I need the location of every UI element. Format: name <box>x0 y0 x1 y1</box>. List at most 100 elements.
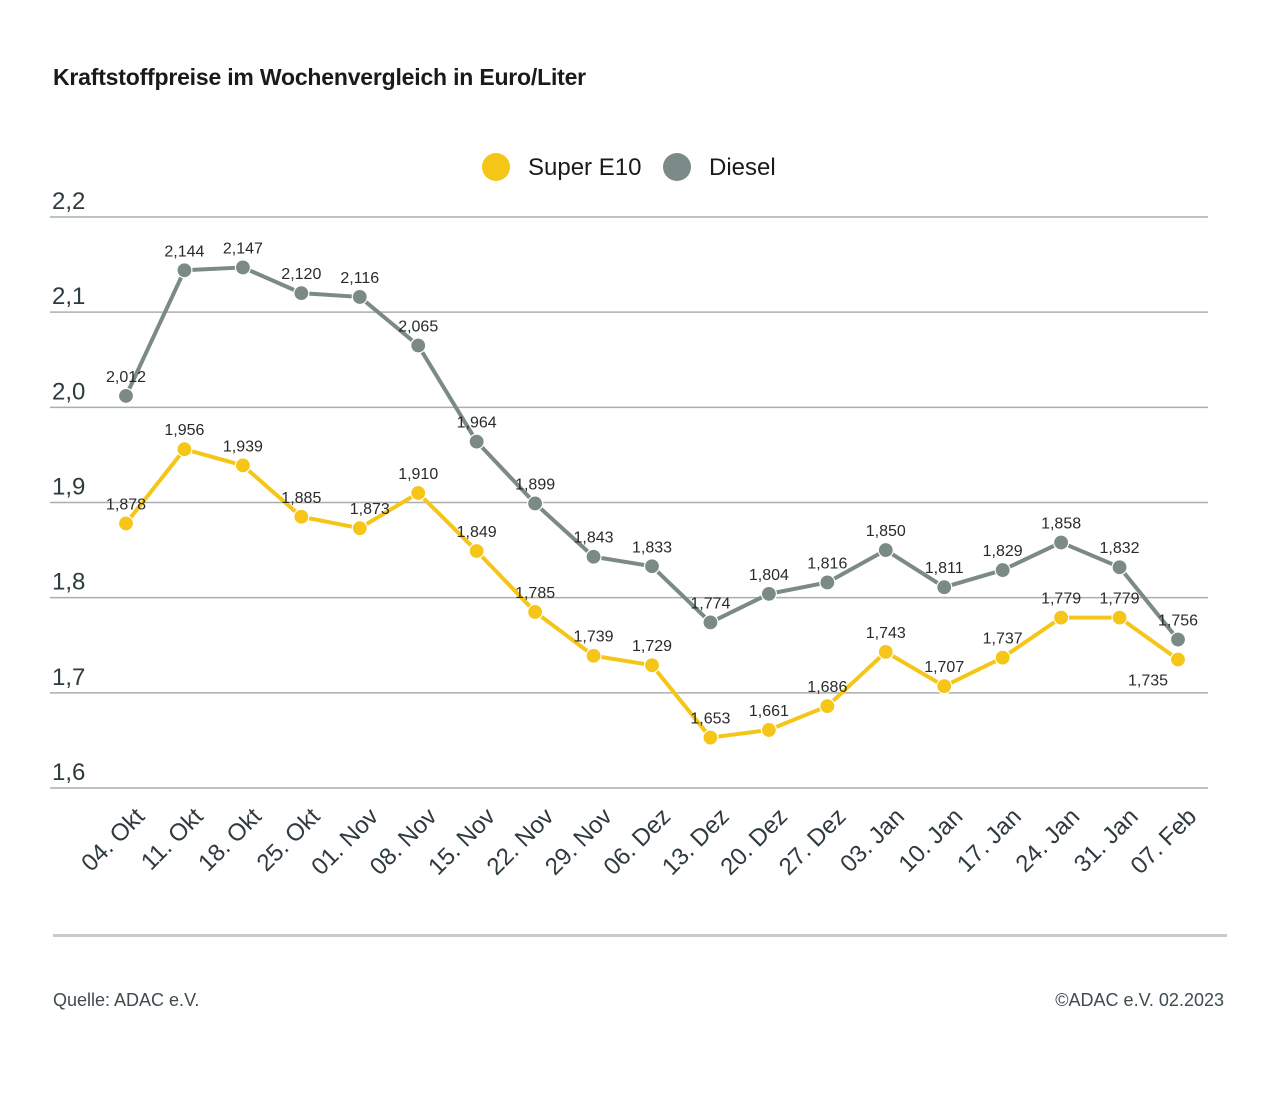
data-point <box>643 558 661 575</box>
data-label: 1,785 <box>515 585 555 602</box>
data-point <box>936 579 953 596</box>
data-point <box>585 548 602 565</box>
data-point <box>293 508 310 525</box>
data-label: 1,899 <box>515 476 555 493</box>
data-point <box>176 262 193 279</box>
data-point <box>1169 631 1187 648</box>
data-label: 1,737 <box>983 631 1023 648</box>
source-note: Quelle: ADAC e.V. <box>53 990 200 1010</box>
data-point <box>468 433 485 450</box>
data-point <box>1169 651 1187 668</box>
data-point <box>410 484 427 502</box>
data-point <box>293 285 310 302</box>
data-point <box>351 520 368 537</box>
x-tick-label: 07. Feb <box>1125 803 1202 880</box>
copyright-note: ©ADAC e.V. 02.2023 <box>1055 990 1224 1010</box>
data-point <box>351 288 368 306</box>
data-label: 1,873 <box>350 501 390 518</box>
data-label: 1,850 <box>866 523 906 540</box>
data-point <box>234 457 251 474</box>
data-label: 1,739 <box>574 629 614 646</box>
data-label: 1,885 <box>281 490 321 507</box>
data-label: 1,774 <box>690 595 730 612</box>
data-label: 1,811 <box>925 560 964 577</box>
data-label: 1,829 <box>983 543 1023 560</box>
data-point <box>702 614 719 631</box>
legend-label: Diesel <box>709 154 776 181</box>
legend-marker <box>482 153 510 181</box>
x-tick-label: 03. Jan <box>835 803 910 878</box>
x-tick-label: 24. Jan <box>1010 803 1085 878</box>
data-label: 2,065 <box>398 318 438 335</box>
data-point <box>877 643 894 661</box>
data-label: 1,910 <box>398 466 438 483</box>
data-label: 1,707 <box>924 659 964 676</box>
data-point <box>936 678 953 695</box>
data-label: 2,116 <box>340 270 379 287</box>
data-point <box>819 574 836 591</box>
data-point <box>994 561 1011 579</box>
data-label: 1,956 <box>164 422 204 439</box>
data-label: 2,144 <box>164 243 204 260</box>
y-tick-label: 1,9 <box>52 474 85 501</box>
data-point <box>468 542 485 560</box>
data-label: 2,012 <box>106 369 146 386</box>
data-label: 1,858 <box>1041 515 1081 532</box>
data-point <box>527 603 544 621</box>
data-label: 1,832 <box>1100 540 1140 557</box>
data-point <box>234 259 251 276</box>
data-label: 1,779 <box>1041 591 1081 608</box>
data-label: 1,743 <box>866 625 906 642</box>
y-tick-label: 2,2 <box>52 188 85 215</box>
x-tick-label: 04. Okt <box>76 803 150 877</box>
data-point <box>585 647 602 664</box>
x-tick-label: 11. Okt <box>136 803 209 876</box>
data-label: 1,661 <box>749 703 789 720</box>
data-label: 2,120 <box>281 266 321 283</box>
data-label: 1,833 <box>632 539 672 556</box>
data-point <box>643 657 661 674</box>
x-tick-label: 18. Okt <box>193 803 267 877</box>
y-tick-label: 2,1 <box>52 283 85 310</box>
footer-divider <box>53 934 1227 937</box>
legend-marker <box>663 153 691 181</box>
data-label: 1,804 <box>749 567 789 584</box>
legend-label: Super E10 <box>528 154 641 181</box>
y-tick-label: 1,8 <box>52 569 85 596</box>
y-tick-label: 1,7 <box>52 664 85 691</box>
y-tick-label: 2,0 <box>52 378 85 405</box>
data-point <box>760 721 777 739</box>
data-label: 1,849 <box>457 524 497 541</box>
data-point <box>877 541 894 559</box>
data-label: 1,686 <box>807 679 847 696</box>
data-label: 1,653 <box>690 711 730 728</box>
data-point <box>1111 559 1128 576</box>
y-tick-label: 1,6 <box>52 759 85 786</box>
data-point <box>176 441 193 458</box>
data-label: 1,878 <box>106 496 146 513</box>
data-point <box>819 698 836 715</box>
data-point <box>117 515 135 532</box>
data-label: 1,939 <box>223 438 263 455</box>
data-point <box>527 495 544 512</box>
x-tick-label: 17. Jan <box>952 803 1027 878</box>
data-point <box>760 585 777 602</box>
data-label: 1,843 <box>574 530 614 547</box>
data-point <box>994 649 1011 666</box>
data-point <box>1053 609 1070 626</box>
data-point <box>410 337 427 354</box>
data-label: 2,147 <box>223 240 263 257</box>
chart-title: Kraftstoffpreise im Wochenvergleich in E… <box>53 64 586 90</box>
data-point <box>702 729 719 746</box>
data-label: 1,735 <box>1128 673 1168 690</box>
data-point <box>117 387 135 405</box>
data-label: 1,816 <box>807 555 847 572</box>
data-label: 1,729 <box>632 638 672 655</box>
data-point <box>1111 609 1128 626</box>
data-point <box>1053 534 1070 551</box>
series-line <box>124 265 1180 642</box>
data-label: 1,779 <box>1100 591 1140 608</box>
x-tick-label: 10. Jan <box>894 803 969 878</box>
data-label: 1,964 <box>457 415 497 432</box>
